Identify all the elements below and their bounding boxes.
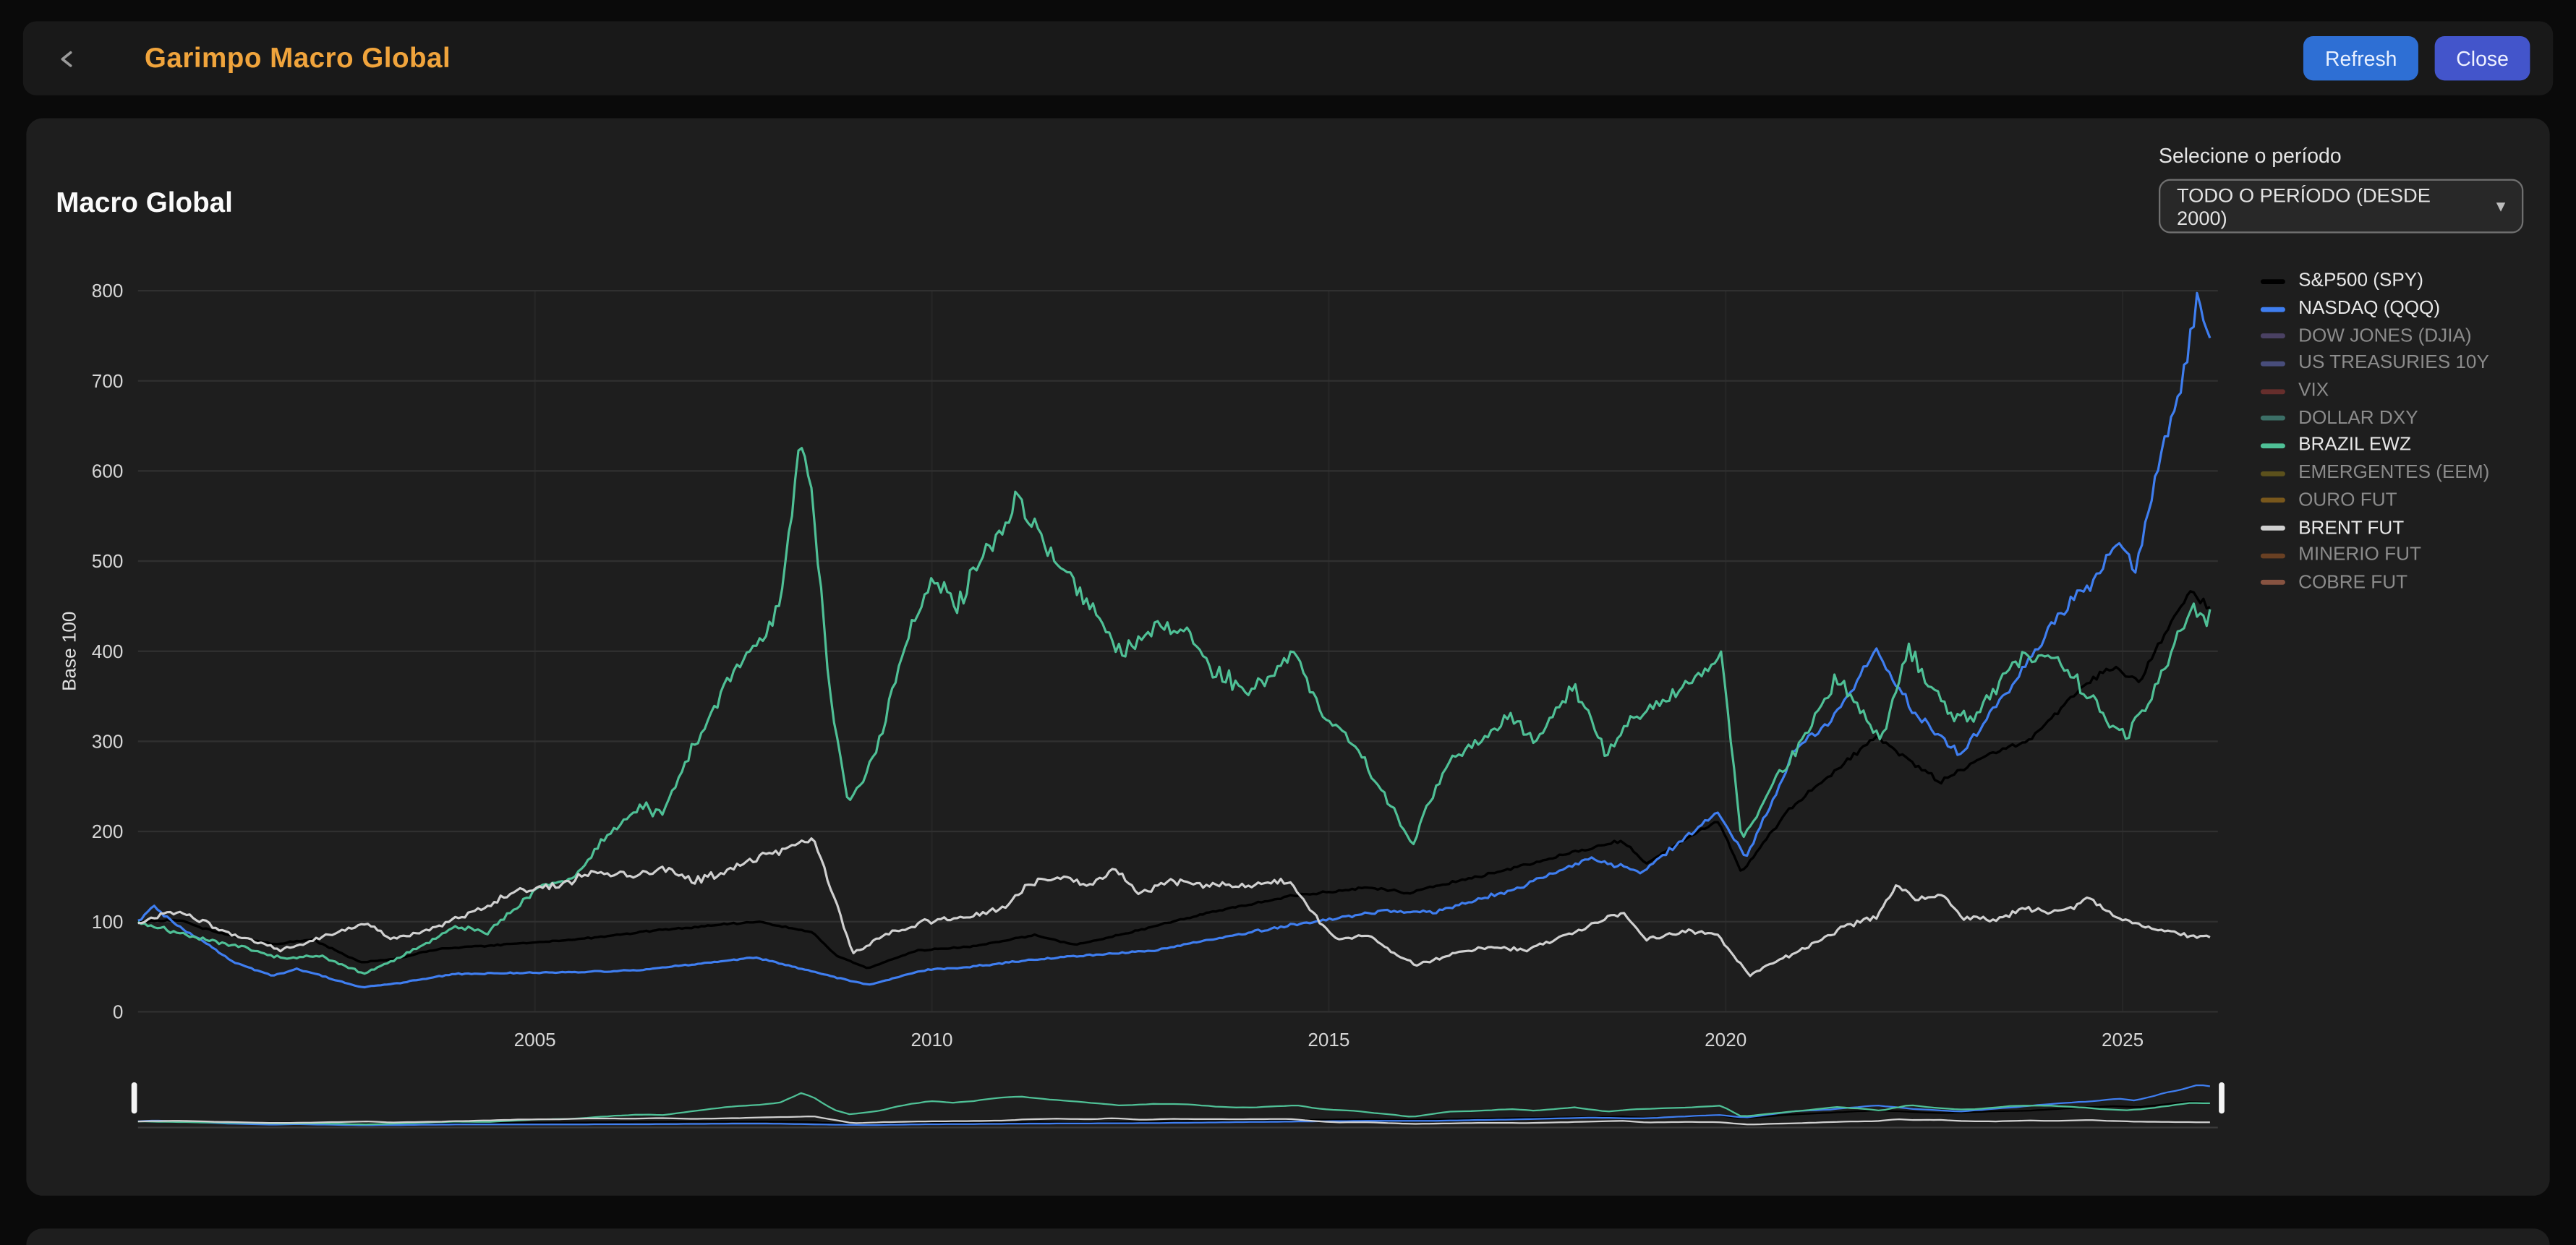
legend-swatch-icon — [2260, 361, 2285, 367]
legend-item[interactable]: S&P500 (SPY) — [2260, 268, 2543, 295]
legend-label: BRENT FUT — [2298, 518, 2405, 539]
legend-swatch-icon — [2260, 306, 2285, 312]
period-select-value: TODO O PERÍODO (DESDE 2000) — [2177, 183, 2431, 229]
legend-label: MINERIO FUT — [2298, 545, 2421, 565]
secondary-panel — [26, 1228, 2550, 1245]
chevron-down-icon: ▾ — [2496, 197, 2506, 217]
legend-label: COBRE FUT — [2298, 573, 2408, 593]
x-tick-label: 2005 — [514, 1029, 556, 1051]
chart-legend: S&P500 (SPY) NASDAQ (QQQ) DOW JONES (DJIA)… — [2260, 268, 2543, 596]
legend-item[interactable]: VIX — [2260, 377, 2543, 405]
legend-label: US TREASURIES 10Y — [2298, 354, 2489, 374]
legend-item[interactable]: US TREASURIES 10Y — [2260, 350, 2543, 377]
series-line-9 — [137, 837, 2211, 977]
legend-swatch-icon — [2260, 278, 2285, 284]
legend-item[interactable]: DOW JONES (DJIA) — [2260, 322, 2543, 350]
legend-swatch-icon — [2260, 443, 2285, 449]
legend-item[interactable]: BRAZIL EWZ — [2260, 432, 2543, 460]
chevron-left-icon — [61, 50, 72, 67]
x-tick-label: 2025 — [2102, 1029, 2144, 1051]
navigator-series-1 — [137, 1084, 2211, 1126]
legend-label: VIX — [2298, 381, 2329, 401]
legend-swatch-icon — [2260, 416, 2285, 422]
legend-swatch-icon — [2260, 333, 2285, 339]
legend-swatch-icon — [2260, 498, 2285, 503]
panel-title: Macro Global — [56, 187, 233, 219]
y-tick-label: 400 — [92, 641, 124, 662]
navigator-left-handle[interactable] — [131, 1082, 137, 1114]
period-label: Selecione o período — [2159, 144, 2342, 168]
legend-label: DOW JONES (DJIA) — [2298, 326, 2472, 346]
navigator-right-handle[interactable] — [2219, 1082, 2225, 1114]
y-tick-label: 700 — [92, 370, 124, 392]
macro-global-panel: Selecione o período TODO O PERÍODO (DESD… — [26, 118, 2550, 1196]
legend-label: DOLLAR DXY — [2298, 408, 2418, 429]
y-tick-label: 500 — [92, 550, 124, 572]
legend-label: BRAZIL EWZ — [2298, 436, 2411, 456]
main-chart[interactable]: 2005 2010 2015 2020 2025 0 100 200 300 400 500 600 7… — [53, 247, 2271, 1068]
y-tick-label: 100 — [92, 911, 124, 933]
period-select[interactable]: TODO O PERÍODO (DESDE 2000) ▾ — [2159, 179, 2524, 234]
legend-item[interactable]: NASDAQ (QQQ) — [2260, 295, 2543, 322]
x-tick-label: 2020 — [1705, 1029, 1747, 1051]
y-tick-label: 0 — [113, 1001, 124, 1022]
legend-swatch-icon — [2260, 552, 2285, 558]
y-tick-label: 200 — [92, 821, 124, 842]
legend-swatch-icon — [2260, 580, 2285, 586]
legend-swatch-icon — [2260, 526, 2285, 531]
app-title: Garimpo Macro Global — [144, 41, 451, 74]
series-line-1 — [137, 291, 2212, 989]
legend-label: S&P500 (SPY) — [2298, 271, 2423, 291]
period-selector: Selecione o período TODO O PERÍODO (DESD… — [2159, 144, 2524, 234]
legend-label: EMERGENTES (EEM) — [2298, 463, 2490, 484]
back-icon[interactable] — [46, 37, 89, 80]
x-tick-label: 2015 — [1308, 1029, 1349, 1051]
legend-swatch-icon — [2260, 388, 2285, 394]
app-header: Garimpo Macro Global Refresh Close — [22, 21, 2554, 95]
series-line-0 — [137, 590, 2211, 970]
legend-item[interactable]: MINERIO FUT — [2260, 542, 2543, 569]
legend-item[interactable]: OURO FUT — [2260, 487, 2543, 515]
close-button[interactable]: Close — [2434, 35, 2530, 81]
navigator-series-0 — [137, 1101, 2210, 1125]
y-tick-label: 600 — [92, 460, 124, 482]
y-tick-label: 800 — [92, 280, 124, 301]
navigator-series-6 — [137, 1092, 2210, 1126]
series-line-6 — [137, 447, 2212, 975]
y-axis-title: Base 100 — [58, 612, 80, 691]
x-tick-label: 2010 — [910, 1029, 952, 1051]
legend-item[interactable]: BRENT FUT — [2260, 514, 2543, 542]
legend-item[interactable]: DOLLAR DXY — [2260, 405, 2543, 432]
legend-item[interactable]: COBRE FUT — [2260, 569, 2543, 596]
refresh-button[interactable]: Refresh — [2303, 35, 2419, 81]
legend-swatch-icon — [2260, 471, 2285, 476]
header-actions: Refresh Close — [2303, 35, 2530, 81]
navigator-chart[interactable] — [53, 1068, 2271, 1143]
navigator-series-9 — [137, 1115, 2210, 1126]
legend-label: NASDAQ (QQQ) — [2298, 299, 2441, 319]
legend-label: OURO FUT — [2298, 490, 2397, 511]
legend-item[interactable]: EMERGENTES (EEM) — [2260, 460, 2543, 487]
y-tick-label: 300 — [92, 730, 124, 752]
